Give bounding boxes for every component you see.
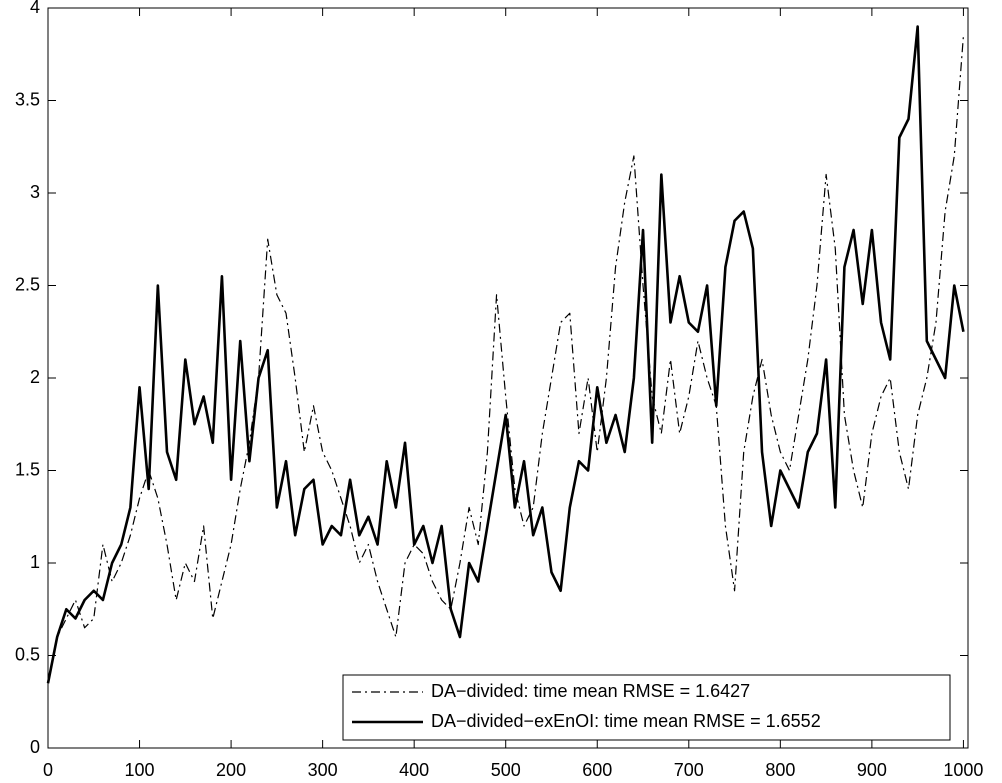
y-tick-label: 0.5	[15, 644, 40, 664]
y-tick-label: 2	[30, 367, 40, 387]
y-tick-label: 3	[30, 182, 40, 202]
y-tick-label: 2.5	[15, 274, 40, 294]
y-tick-label: 3.5	[15, 89, 40, 109]
y-tick-label: 1.5	[15, 459, 40, 479]
x-tick-label: 200	[216, 760, 246, 780]
legend-label: DA−divided−exEnOI: time mean RMSE = 1.65…	[431, 711, 821, 731]
series-line	[47, 35, 965, 684]
series-line	[46, 25, 965, 684]
y-tick-label: 0	[30, 737, 40, 757]
y-tick-label: 1	[30, 552, 40, 572]
x-tick-label: 800	[765, 760, 795, 780]
x-tick-label: 1000	[943, 760, 983, 780]
x-tick-label: 300	[308, 760, 338, 780]
x-tick-label: 400	[399, 760, 429, 780]
x-tick-label: 700	[674, 760, 704, 780]
legend-label: DA−divided: time mean RMSE = 1.6427	[431, 681, 750, 701]
x-tick-label: 500	[491, 760, 521, 780]
x-tick-label: 900	[857, 760, 887, 780]
legend: DA−divided: time mean RMSE = 1.6427 DA−di…	[342, 674, 951, 741]
y-tick-label: 4	[30, 0, 40, 17]
x-tick-label: 0	[43, 760, 53, 780]
plot-frame	[47, 7, 969, 749]
x-tick-label: 100	[125, 760, 155, 780]
legend-box	[342, 674, 951, 741]
x-tick-label: 600	[582, 760, 612, 780]
